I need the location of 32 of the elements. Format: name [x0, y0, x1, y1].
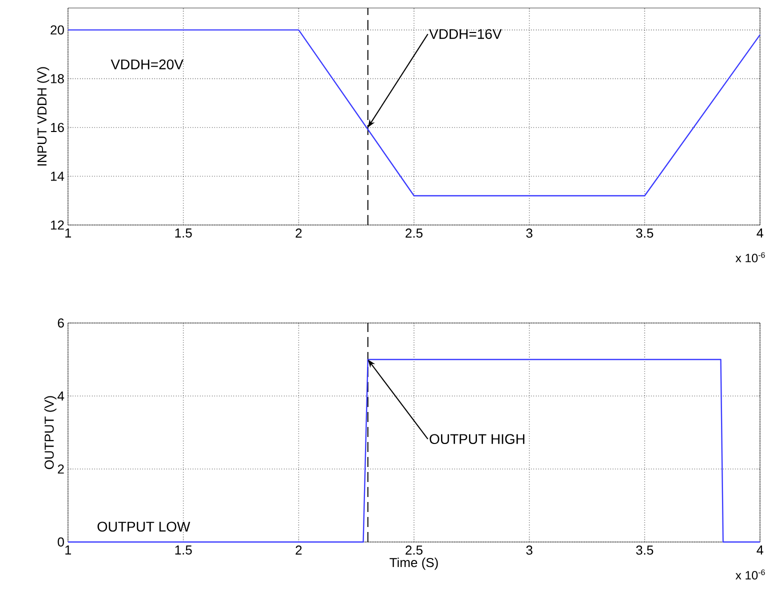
annotation: OUTPUT LOW: [98, 522, 190, 532]
y-axis-title: INPUT VDDH (V): [37, 67, 50, 166]
x-tick-label: 1: [65, 546, 71, 554]
x-tick-label: 2: [296, 228, 302, 238]
y-tick-label: 18: [51, 74, 64, 84]
x-tick-label: 1.5: [175, 546, 192, 555]
text: x 10$^{-6}$: [736, 252, 765, 262]
x-tick-label: 1.5: [175, 228, 192, 238]
y-tick-label: 6: [58, 318, 64, 328]
annotation: VDDH=20V: [110, 59, 184, 70]
y-tick-label: 14: [51, 172, 64, 181]
annotation: VDDH=16V: [429, 29, 502, 39]
x-tick-label: 2: [296, 546, 302, 555]
x-tick-label: 3.5: [636, 228, 654, 238]
y-tick-label: 12: [51, 220, 64, 230]
x-tick-label: 2.5: [406, 546, 422, 555]
x-tick-label: 4: [756, 546, 764, 554]
y-tick-label: 2: [58, 464, 64, 474]
x-tick-label: 1: [65, 228, 71, 238]
x-tick-label: 3.5: [636, 546, 654, 555]
y-axis-title: OUTPUT (V): [44, 396, 56, 470]
y-tick-label: 4: [58, 392, 64, 400]
text: x 10$^{-6}$: [736, 569, 765, 580]
y-tick-label: 20: [50, 25, 64, 35]
y-tick-label: 16: [51, 122, 64, 132]
x-tick-label: 3: [526, 228, 532, 238]
annotation: OUTPUT HIGH: [430, 434, 524, 444]
y-tick-label: 0: [58, 537, 64, 547]
x-tick-label: 2.5: [406, 228, 422, 238]
x-axis-title: Time (S): [390, 558, 438, 570]
x-tick-label: 4: [756, 228, 764, 238]
x-tick-label: 3: [526, 546, 532, 555]
